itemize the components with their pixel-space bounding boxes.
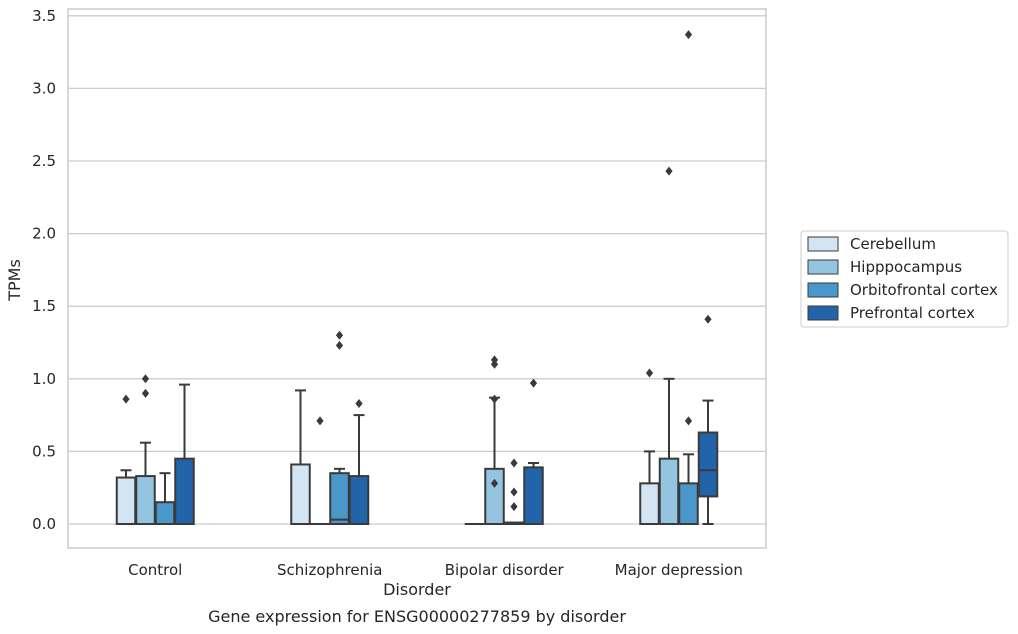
plot-area-frame (67, 8, 767, 549)
outlier-marker (316, 416, 324, 426)
box-prefrontal-cortex (348, 398, 370, 526)
box-body (697, 431, 719, 498)
box-hipppocampus (309, 416, 331, 526)
y-tick-label: 1.5 (32, 297, 56, 315)
y-tick-label: 2.5 (32, 152, 56, 170)
legend-label: Orbitofrontal cortex (850, 281, 998, 299)
box-prefrontal-cortex (697, 314, 719, 525)
box-body (658, 457, 680, 525)
box-body (115, 476, 137, 526)
y-axis-label: TPMs (5, 259, 24, 302)
box-prefrontal-cortex (523, 378, 544, 526)
legend-swatch (807, 305, 839, 321)
outlier-marker (645, 368, 654, 378)
box-cerebellum (639, 368, 660, 525)
box-orbitofrontal-cortex (329, 330, 350, 525)
box-orbitofrontal-cortex (678, 30, 699, 525)
legend-swatch (807, 259, 839, 275)
outlier-marker (490, 355, 499, 365)
x-tick-label: Bipolar disorder (445, 561, 565, 579)
outlier-marker (141, 374, 150, 384)
grid-lines (68, 15, 766, 525)
box-body (484, 467, 505, 526)
box-body (639, 482, 660, 525)
outlier-marker (122, 394, 130, 404)
outlier-marker (665, 166, 673, 176)
outlier-marker (704, 314, 712, 324)
box-cerebellum (290, 389, 311, 525)
outlier-marker (529, 378, 538, 388)
legend-label: Hipppocampus (850, 258, 962, 276)
outlier-marker (684, 30, 693, 40)
y-tick-label: 3.0 (32, 79, 56, 97)
y-axis-ticks: 0.0 0.5 1.0 1.5 2.0 2.5 3.0 3.5 (32, 7, 56, 533)
legend: Cerebellum Hipppocampus Orbitofrontal cort… (800, 230, 1009, 328)
box-prefrontal-cortex (174, 383, 195, 525)
outlier-marker (490, 478, 499, 488)
legend-swatch (807, 282, 839, 298)
box-hipppocampus (135, 374, 156, 526)
outlier-marker (510, 487, 518, 497)
box-hipppocampus (484, 355, 505, 526)
outlier-marker (510, 458, 518, 468)
outlier-marker (355, 398, 363, 408)
x-tick-label: Major depression (615, 561, 743, 579)
box-body (678, 482, 699, 525)
box-hipppocampus (658, 166, 680, 525)
x-axis-label: Disorder (383, 580, 451, 599)
legend-frame (800, 230, 1009, 328)
y-tick-label: 2.0 (32, 225, 56, 243)
outlier-marker (335, 340, 344, 350)
box-body (523, 466, 544, 526)
box-orbitofrontal-cortex (154, 472, 176, 526)
box-orbitofrontal-cortex (503, 458, 525, 525)
y-tick-label: 0.0 (32, 515, 56, 533)
box-cerebellum (115, 394, 137, 526)
y-tick-label: 0.5 (32, 442, 56, 460)
x-axis-ticks: Control Schizophrenia Bipolar disorder Majo… (128, 561, 743, 579)
y-tick-label: 3.5 (32, 7, 56, 25)
box-body (290, 463, 311, 525)
outlier-marker (141, 388, 150, 398)
outlier-marker (684, 416, 693, 426)
box-body (329, 472, 350, 525)
x-tick-label: Schizophrenia (277, 561, 382, 579)
box-series (115, 30, 719, 526)
outlier-marker (490, 394, 499, 404)
y-tick-label: 1.0 (32, 370, 56, 388)
outlier-marker (335, 330, 344, 340)
x-tick-label: Control (128, 561, 182, 579)
outlier-marker (510, 502, 518, 512)
legend-label: Prefrontal cortex (850, 304, 975, 322)
legend-label: Cerebellum (850, 235, 936, 253)
legend-swatch (807, 236, 839, 252)
figure-caption: Gene expression for ENSG00000277859 by d… (208, 607, 626, 626)
box-body (154, 501, 176, 526)
box-body (135, 475, 156, 526)
box-body (174, 457, 195, 525)
box-body (348, 475, 370, 526)
